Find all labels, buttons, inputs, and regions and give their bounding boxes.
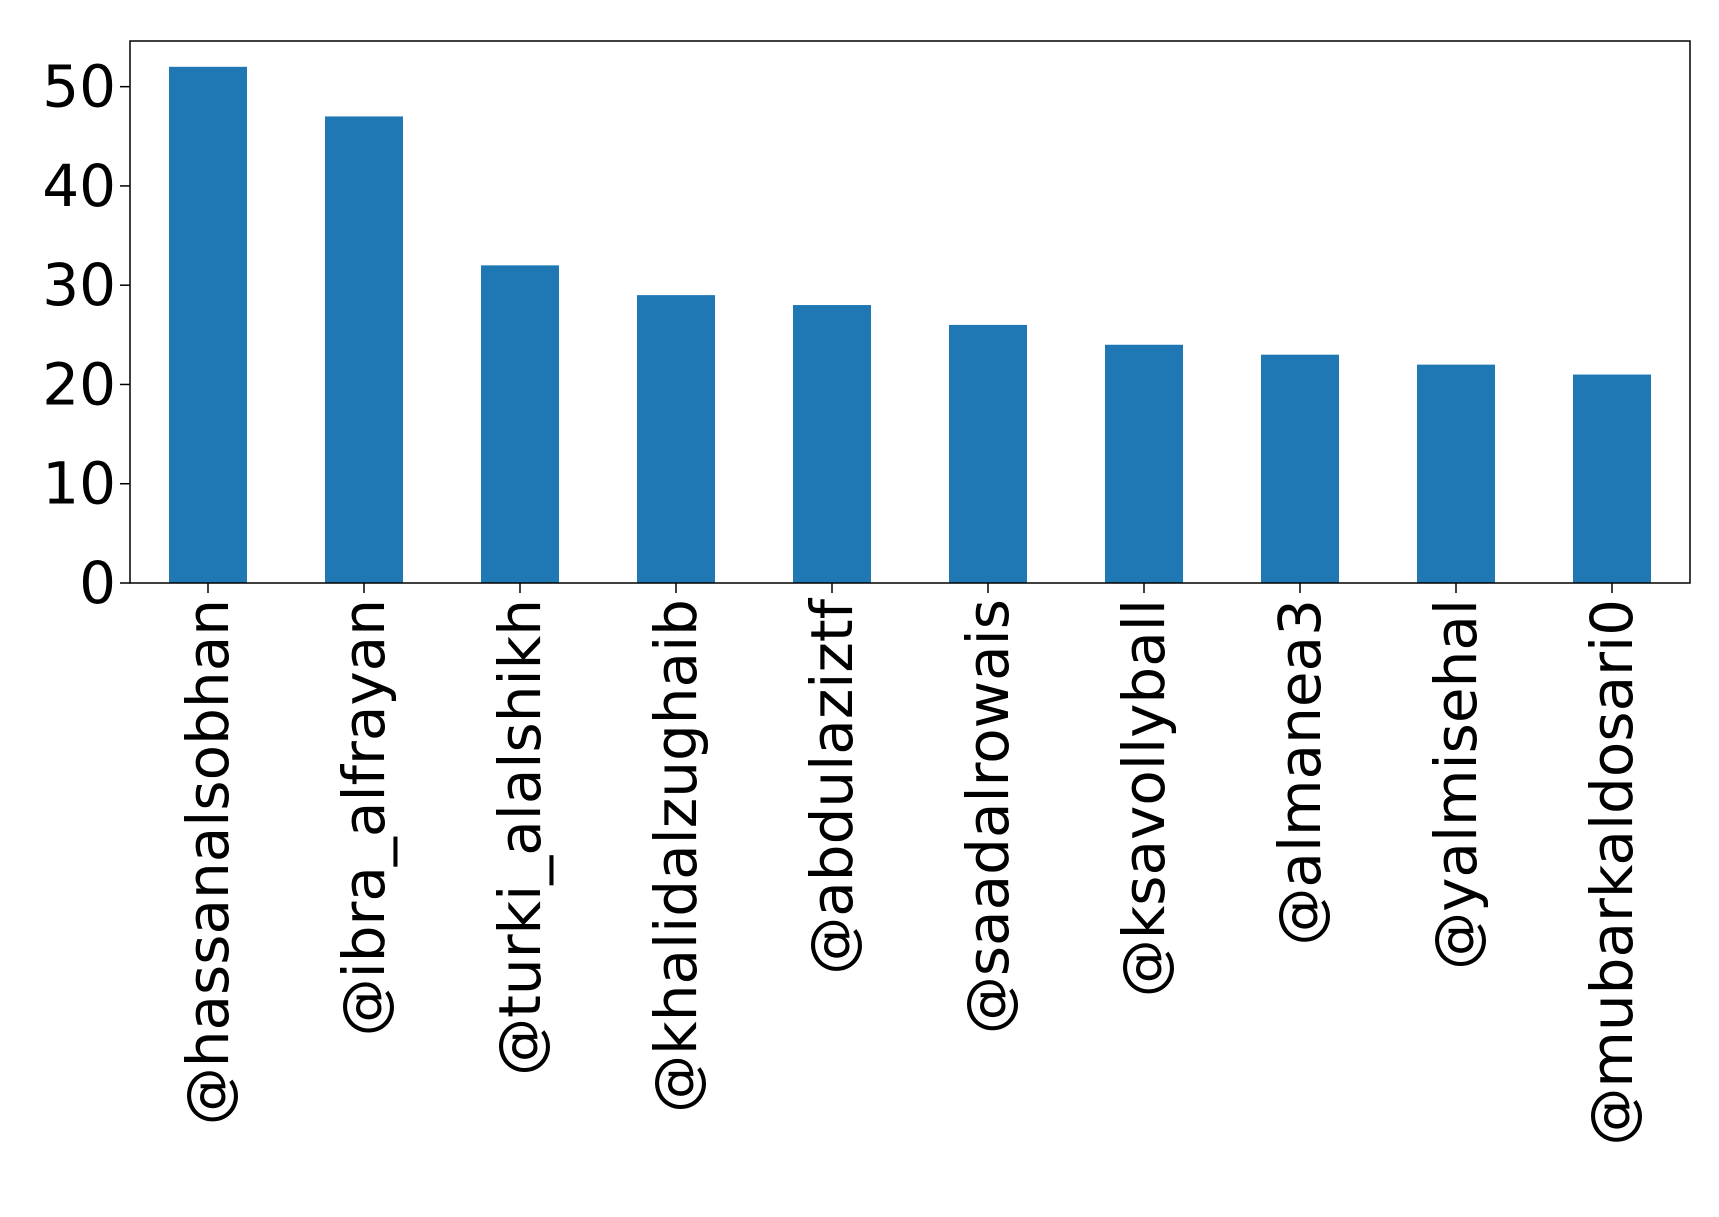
bar-abdulaziztf	[793, 305, 871, 583]
bar-almanea3	[1261, 354, 1339, 583]
bar-turki-alalshikh	[481, 265, 559, 583]
plot-frame	[129, 40, 1691, 584]
y-tick-label: 10	[42, 450, 116, 518]
x-tick-label: @yalmisehal	[1422, 599, 1490, 970]
bar-mubarkaldosari0	[1573, 374, 1651, 583]
y-axis: 0 10 20 30 40 50	[42, 53, 130, 617]
bar-hassanalsobhan	[169, 66, 247, 584]
x-axis: @hassanalsobhan @ibra_alfrayan @turki_alal…	[174, 583, 1646, 1146]
x-tick-label: @abdulaziztf	[798, 597, 866, 974]
bar-yalmisehal	[1417, 364, 1495, 583]
bar-ksavollyball	[1105, 344, 1183, 583]
x-tick-label: @turki_alalshikh	[486, 599, 554, 1076]
x-tick-label: @ibra_alfrayan	[330, 599, 398, 1036]
x-tick-label: @khalidalzughaib	[642, 599, 710, 1113]
bar-ibra-alfrayan	[325, 116, 403, 583]
x-tick-label: @almanea3	[1266, 599, 1334, 946]
x-tick-label: @ksavollyball	[1110, 599, 1178, 997]
bar-khalidalzughaib	[637, 295, 715, 583]
x-tick-label: @hassanalsobhan	[174, 599, 242, 1125]
bars-layer	[169, 66, 1651, 584]
y-tick-label: 40	[42, 152, 116, 220]
y-tick-label: 20	[42, 350, 116, 418]
bar-saadalrowais	[949, 324, 1027, 583]
y-tick-label: 0	[79, 549, 116, 617]
x-tick-label: @saadalrowais	[954, 599, 1022, 1034]
y-tick-label: 50	[42, 53, 116, 121]
x-tick-label: @mubarkaldosari0	[1578, 599, 1646, 1146]
y-tick-label: 30	[42, 251, 116, 319]
